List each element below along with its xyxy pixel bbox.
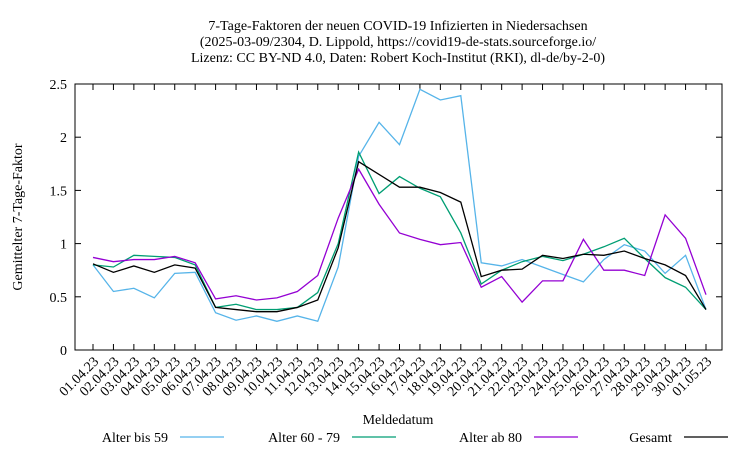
legend-label: Alter bis 59 [102, 431, 168, 446]
legend-label: Alter 60 - 79 [268, 431, 340, 446]
y-axis-label: Gemittelter 7-Tage-Faktor [11, 143, 26, 290]
legend-label: Alter ab 80 [459, 431, 522, 446]
y-tick-label: 2 [60, 131, 67, 146]
y-tick-label: 0.5 [50, 291, 68, 306]
x-axis-label: Meldedatum [363, 413, 434, 428]
y-tick-label: 0 [60, 344, 67, 359]
series-line [92, 150, 707, 311]
chart-title: 7-Tage-Faktoren der neuen COVID-19 Infiz… [208, 19, 587, 34]
legend-label: Gesamt [629, 431, 672, 446]
series-line [92, 160, 707, 313]
chart-title: Lizenz: CC BY-ND 4.0, Daten: Robert Koch… [191, 51, 605, 66]
chart-title: (2025-03-09/2304, D. Lippold, https://co… [200, 35, 596, 50]
y-tick-label: 1 [60, 238, 67, 253]
y-tick-label: 2.5 [50, 78, 68, 93]
plot-frame [74, 83, 723, 351]
series-line [92, 167, 707, 304]
y-tick-label: 1.5 [50, 184, 68, 199]
series-line [92, 88, 707, 323]
